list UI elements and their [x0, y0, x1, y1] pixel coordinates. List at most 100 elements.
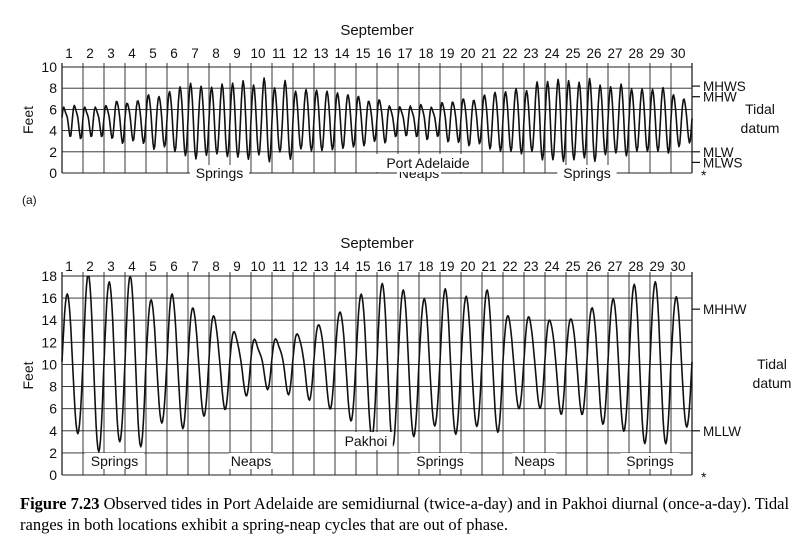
x-tick-label: 15 — [355, 259, 370, 274]
x-tick-label: 1 — [65, 46, 73, 61]
x-tick-label: 13 — [313, 259, 328, 274]
x-tick-label: 27 — [607, 259, 622, 274]
x-tick-label: 22 — [502, 259, 517, 274]
y-axis-label: Feet — [20, 106, 36, 134]
datum-level-label: MLLW — [703, 424, 741, 439]
x-tick-label: 12 — [292, 46, 307, 61]
x-tick-label: 19 — [439, 46, 454, 61]
x-tick-label: 11 — [272, 259, 286, 274]
x-tick-label: 3 — [107, 46, 115, 61]
x-tick-label: 5 — [149, 46, 157, 61]
x-tick-label: 20 — [460, 46, 475, 61]
x-tick-label: 9 — [233, 46, 241, 61]
datum-label-line1: Tidal — [757, 356, 787, 372]
y-tick-label: 6 — [49, 101, 57, 117]
x-tick-label: 17 — [397, 259, 412, 274]
datum-label-line2: datum — [753, 375, 792, 391]
x-tick-label: 26 — [586, 46, 601, 61]
y-tick-label: 4 — [49, 423, 57, 439]
station-label: Pakhoi — [345, 433, 388, 449]
x-tick-label: 12 — [292, 259, 307, 274]
x-tick-label: 18 — [418, 259, 433, 274]
y-tick-label: 2 — [49, 445, 57, 461]
phase-label: Neaps — [514, 453, 554, 469]
x-tick-label: 21 — [481, 46, 496, 61]
y-tick-label: 0 — [49, 165, 57, 181]
panel-label: (a) — [22, 193, 37, 207]
x-tick-label: 6 — [170, 46, 178, 61]
phase-label: Neaps — [231, 453, 271, 469]
datum-asterisk: * — [701, 167, 707, 183]
x-tick-label: 16 — [376, 259, 391, 274]
x-tick-label: 11 — [272, 46, 286, 61]
x-tick-label: 23 — [523, 46, 538, 61]
y-tick-label: 6 — [49, 401, 57, 417]
x-tick-label: 8 — [212, 46, 220, 61]
x-tick-label: 23 — [523, 259, 538, 274]
x-tick-label: 14 — [334, 259, 350, 274]
x-tick-label: 10 — [250, 259, 265, 274]
y-tick-label: 18 — [41, 268, 57, 284]
x-tick-label: 2 — [86, 46, 94, 61]
x-tick-label: 5 — [149, 259, 157, 274]
y-tick-label: 2 — [49, 144, 57, 160]
x-tick-label: 28 — [628, 259, 643, 274]
x-tick-label: 28 — [628, 46, 643, 61]
y-tick-label: 16 — [41, 290, 57, 306]
x-tick-label: 29 — [649, 259, 664, 274]
x-tick-label: 3 — [107, 259, 115, 274]
phase-label: Springs — [91, 453, 138, 469]
x-tick-label: 27 — [607, 46, 622, 61]
x-tick-label: 17 — [397, 46, 412, 61]
x-tick-label: 30 — [670, 46, 685, 61]
figure-label: Figure 7.23 — [20, 494, 99, 513]
y-tick-label: 8 — [49, 80, 57, 96]
tide-figure: September1 2 3 4 5 6 7 8 9 10 11 12 13 14 15 16 17 18 19 20… — [0, 0, 800, 553]
x-tick-label: 16 — [376, 46, 391, 61]
x-tick-label: 21 — [481, 259, 496, 274]
chart-title: September — [340, 22, 413, 39]
datum-label-line2: datum — [741, 120, 780, 136]
x-tick-label: 18 — [418, 46, 433, 61]
x-tick-label: 14 — [334, 46, 350, 61]
x-tick-label: 15 — [355, 46, 370, 61]
datum-label-line1: Tidal — [745, 101, 775, 117]
x-tick-label: 6 — [170, 259, 178, 274]
x-tick-label: 24 — [544, 46, 560, 61]
x-tick-label: 25 — [565, 46, 580, 61]
chart-title: September — [340, 235, 413, 252]
x-tick-label: 29 — [649, 46, 664, 61]
x-tick-label: 4 — [128, 259, 136, 274]
x-tick-label: 1 — [65, 259, 73, 274]
x-tick-label: 25 — [565, 259, 580, 274]
x-tick-label: 13 — [313, 46, 328, 61]
y-tick-label: 0 — [49, 467, 57, 483]
x-tick-label: 20 — [460, 259, 475, 274]
x-tick-label: 19 — [439, 259, 454, 274]
y-tick-label: 10 — [41, 356, 57, 372]
phase-label: Springs — [196, 165, 243, 181]
y-tick-label: 4 — [49, 123, 57, 139]
phase-label: Springs — [416, 453, 463, 469]
x-tick-label: 2 — [86, 259, 94, 274]
datum-asterisk: * — [701, 469, 707, 485]
phase-label: Springs — [626, 453, 673, 469]
x-tick-label: 7 — [191, 259, 199, 274]
x-tick-label: 10 — [250, 46, 265, 61]
figure-caption: Figure 7.23 Observed tides in Port Adela… — [20, 493, 790, 535]
caption-text: Observed tides in Port Adelaide are semi… — [20, 494, 789, 534]
datum-level-label: MHW — [703, 90, 737, 105]
x-tick-label: 30 — [670, 259, 685, 274]
x-tick-label: 24 — [544, 259, 560, 274]
datum-level-label: MHHW — [703, 302, 747, 317]
datum-level-label: MLWS — [703, 155, 743, 170]
x-tick-label: 26 — [586, 259, 601, 274]
y-tick-label: 14 — [41, 312, 57, 328]
x-tick-label: 8 — [212, 259, 220, 274]
x-tick-label: 9 — [233, 259, 241, 274]
y-tick-label: 10 — [41, 59, 57, 75]
phase-label: Springs — [563, 165, 610, 181]
y-tick-label: 12 — [41, 334, 57, 350]
